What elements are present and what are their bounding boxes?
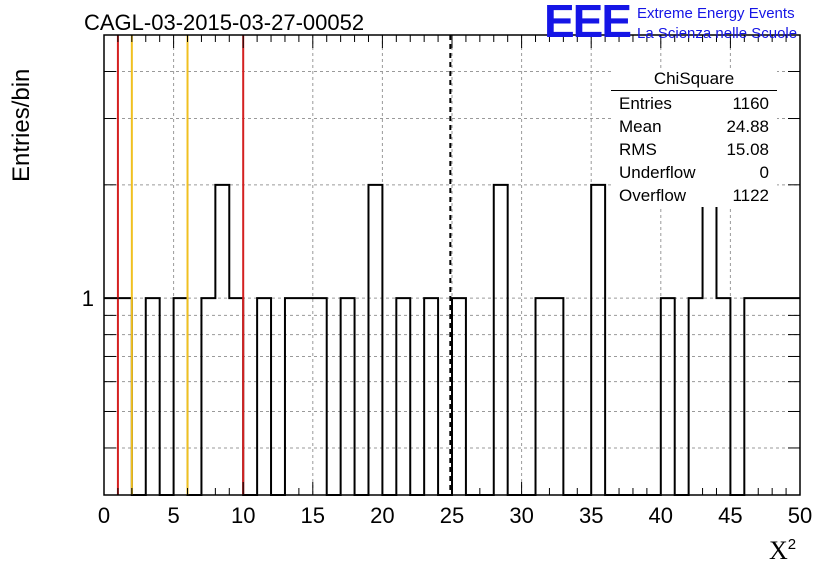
x-tick-label: 10: [231, 503, 255, 528]
histogram-bin: [744, 298, 758, 495]
stats-label: RMS: [619, 140, 657, 159]
histogram-bin: [341, 298, 355, 495]
x-tick-label: 5: [167, 503, 179, 528]
histogram-bin: [118, 298, 132, 495]
y-tick-label: 1: [82, 286, 94, 311]
stats-row-underflow: Underflow 0: [611, 161, 777, 184]
histogram-bin: [758, 298, 772, 495]
stats-label: Overflow: [619, 186, 687, 205]
logo-line-2: La Scienza nelle Scuole: [637, 25, 798, 42]
x-tick-label: 40: [649, 503, 673, 528]
x-tick-label: 0: [98, 503, 110, 528]
stats-box: ChiSquare Entries 1160 Mean 24.88 RMS 15…: [611, 68, 777, 207]
histogram-bin: [146, 298, 160, 495]
histogram-outline: [104, 183, 800, 496]
histogram-bin: [424, 298, 438, 495]
histogram-bin: [716, 298, 730, 495]
stats-value: 1122: [732, 186, 769, 205]
stats-row-overflow: Overflow 1122: [611, 184, 777, 207]
x-axis-label: X2: [769, 536, 796, 566]
histogram-bin: [313, 298, 327, 495]
eee-logo: EEE: [544, 0, 632, 47]
x-tick-label: 15: [301, 503, 325, 528]
stats-label: Entries: [619, 94, 672, 113]
stats-value: 24.88: [726, 117, 769, 136]
histogram-bin: [229, 298, 243, 495]
x-tick-label: 25: [440, 503, 464, 528]
histogram-bin: [549, 298, 563, 495]
histogram-bin: [536, 298, 550, 495]
histogram-bin: [215, 185, 229, 495]
chart-title: CAGL-03-2015-03-27-00052: [84, 10, 365, 35]
histogram-bin: [201, 298, 215, 495]
x-axis-label-symbol: X: [769, 536, 788, 565]
stats-label: Mean: [619, 117, 662, 136]
x-tick-label: 45: [718, 503, 742, 528]
x-axis-label-superscript: 2: [787, 536, 797, 553]
histogram-bin: [661, 298, 675, 495]
stats-title: ChiSquare: [653, 69, 735, 88]
histogram-bin: [299, 298, 313, 495]
stats-row-mean: Mean 24.88: [611, 115, 777, 138]
y-axis-label: Entries/bin: [8, 68, 35, 182]
stats-value: 15.08: [726, 140, 769, 159]
histogram-bin: [494, 185, 508, 495]
histogram-bin: [689, 298, 703, 495]
stats-label: Underflow: [619, 163, 696, 182]
histogram-bin: [104, 298, 118, 495]
histogram-bin: [396, 298, 410, 495]
stats-value: 1160: [732, 94, 769, 113]
histogram-bin: [368, 185, 382, 495]
histogram-bin: [772, 298, 786, 495]
x-tick-label: 35: [579, 503, 603, 528]
stats-divider: [611, 90, 777, 91]
histogram-bin: [591, 185, 605, 495]
histogram-bin: [285, 298, 299, 495]
histogram-bin: [257, 298, 271, 495]
logo-line-1: Extreme Energy Events: [637, 5, 795, 22]
histogram-bin: [786, 298, 800, 495]
stats-row-entries: Entries 1160: [611, 92, 777, 115]
histogram-bin: [174, 298, 188, 495]
histogram-bin: [452, 298, 466, 495]
x-tick-label: 30: [509, 503, 533, 528]
logo-caption: Extreme Energy Events La Scienza nelle S…: [637, 4, 797, 44]
x-tick-label: 20: [370, 503, 394, 528]
histogram-bin: [703, 185, 717, 495]
stats-value: 0: [759, 163, 769, 182]
x-tick-label: 50: [788, 503, 812, 528]
stats-row-rms: RMS 15.08: [611, 138, 777, 161]
